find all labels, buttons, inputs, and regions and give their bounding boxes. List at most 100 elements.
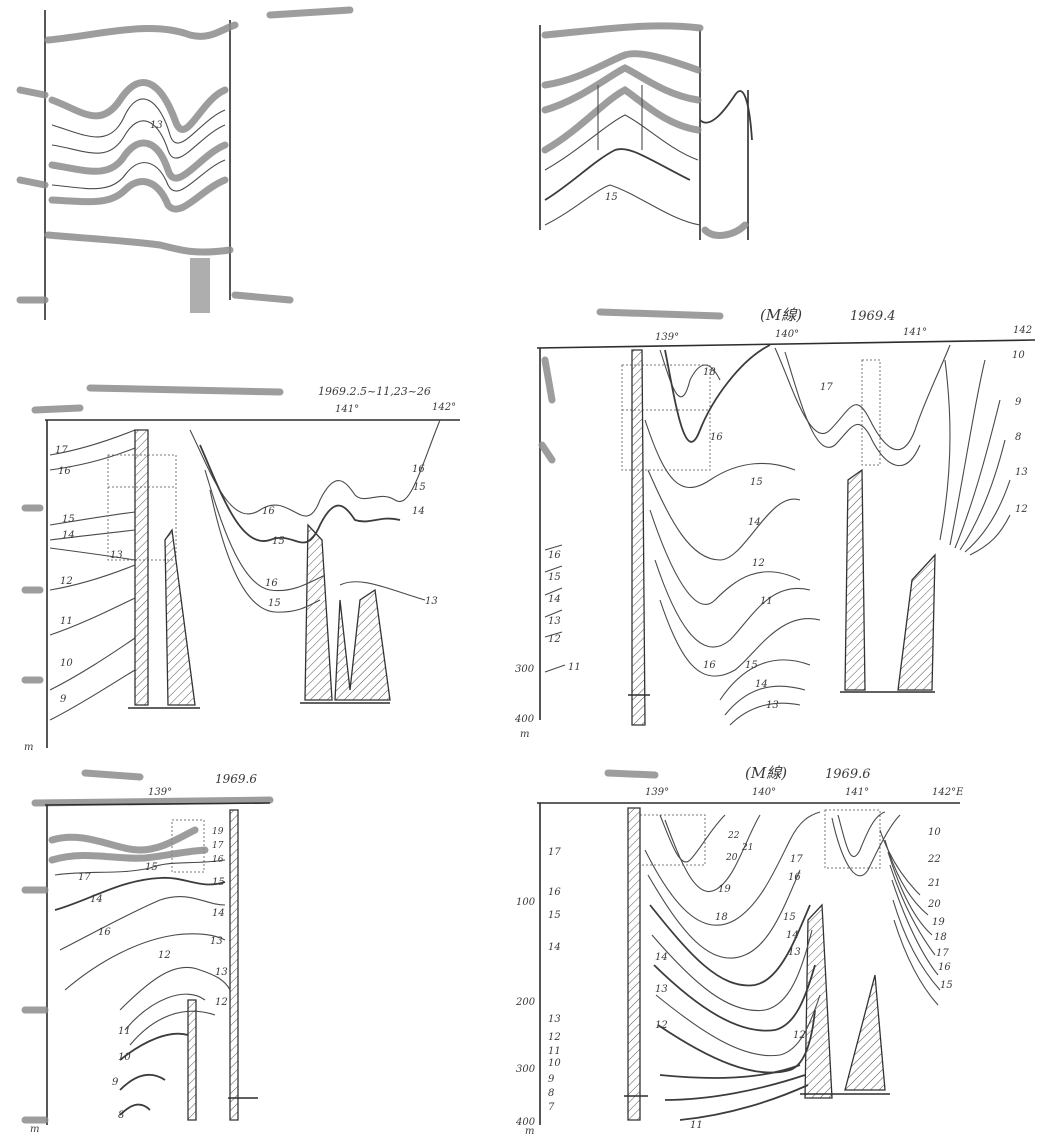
panel-d-contour-label: 16 <box>710 432 723 443</box>
panel-f-title: (M線) <box>745 764 787 782</box>
panel-c-contour-label: 16 <box>58 466 71 477</box>
panel-c-contour-label: 14 <box>62 530 75 541</box>
panel-d-depth-unit: m <box>520 729 529 740</box>
panel-e-contour-label: 13 <box>210 936 223 947</box>
panel-d-depth-tick: 400 <box>514 714 535 725</box>
panel-c-contour-label: 11 <box>60 616 73 627</box>
panel-f-contour-label: 14 <box>786 930 799 941</box>
panel-d-contour-label: 18 <box>703 367 716 378</box>
panel-f-lon-label: 140° <box>752 787 776 798</box>
panel-e-contour-label: 9 <box>112 1077 119 1088</box>
panel-c-contour-label: 12 <box>60 576 73 587</box>
panel-c-contour-label: 13 <box>425 596 438 607</box>
panel-d-lon-label: 142 <box>1013 325 1032 336</box>
panel-c-section: 1969.2.5~11,23~26 141° 142° m 17 16 15 1… <box>21 384 460 753</box>
panel-e-contour-label: 12 <box>158 950 171 961</box>
panel-d-contour-label: 8 <box>1015 432 1021 443</box>
panel-f-contour-label: 17 <box>548 847 561 858</box>
panel-e-contour-label: 19 <box>212 827 224 837</box>
panel-e-contour-label: 15 <box>145 862 158 873</box>
panel-f-contour-label: 19 <box>718 884 731 895</box>
panel-f-lon-label: 142°E <box>932 787 964 798</box>
panel-b-contour-label: 15 <box>605 192 618 203</box>
panel-d-contour-label: 10 <box>1012 350 1025 361</box>
panel-f-contour-label: 15 <box>940 980 953 991</box>
panel-b-section: 15 <box>539 22 753 240</box>
panel-f-contour-label: 15 <box>548 910 561 921</box>
panel-e-section: 1969.6 139° m 17 16 15 14 13 12 11 10 9 … <box>21 769 274 1135</box>
panel-e-station-box <box>171 819 205 873</box>
panel-e-contour-label: 16 <box>98 927 111 938</box>
panel-e-date: 1969.6 <box>215 772 257 786</box>
panel-c-date: 1969.2.5~11,23~26 <box>318 385 431 398</box>
panel-f-section: (M線) 1969.6 139° 140° 141° 142°E 100 200… <box>515 764 964 1136</box>
panel-c-contour-label: 17 <box>55 445 68 456</box>
panel-e-contour-label: 11 <box>118 1026 131 1037</box>
panel-d-contour-label: 16 <box>548 550 561 561</box>
panel-f-contour-label: 11 <box>548 1046 561 1057</box>
panel-f-depth-tick: 400 <box>515 1117 536 1128</box>
panel-e-surface-axis <box>44 802 271 806</box>
panel-f-contour-label: 12 <box>793 1030 806 1041</box>
panel-d-station-box <box>861 359 881 466</box>
panel-d-contour-label: 12 <box>1015 504 1028 515</box>
panel-f-contour-label: 18 <box>934 932 947 943</box>
panel-f-contour-label: 9 <box>548 1074 555 1085</box>
panel-d-contour-label: 9 <box>1015 397 1022 408</box>
panel-d-depth-tick: 300 <box>515 664 535 675</box>
panel-c-depth-unit: m <box>24 742 33 753</box>
panel-f-contour-label: 17 <box>790 854 803 865</box>
panel-f-contour-label: 16 <box>938 962 951 973</box>
panel-d-contour-label: 14 <box>748 517 761 528</box>
panel-e-contour-label: 16 <box>212 855 224 865</box>
panel-d-contour-label: 15 <box>750 477 763 488</box>
panel-d-contour-label: 13 <box>548 616 561 627</box>
panel-d-contour-label: 14 <box>755 679 768 690</box>
panel-d-lon-label: 139° <box>655 332 679 343</box>
panel-f-depth-unit: m <box>525 1126 534 1136</box>
panel-e-depth-unit: m <box>30 1124 39 1135</box>
panel-d-title: (M線) <box>760 306 802 324</box>
panel-f-contour-label: 16 <box>788 872 801 883</box>
panel-e-contour-label: 12 <box>215 997 228 1008</box>
panel-e-contour-label: 17 <box>78 872 91 883</box>
panel-c-contour-label: 10 <box>60 658 73 669</box>
panel-f-contour-label: 10 <box>548 1058 561 1069</box>
panel-f-depth-tick: 200 <box>515 997 536 1008</box>
panel-a-contour-label: 13 <box>150 120 163 131</box>
panel-d-contour-label: 16 <box>703 660 716 671</box>
panel-f-contour-label: 18 <box>715 912 728 923</box>
panel-e-contour-label: 8 <box>118 1110 124 1121</box>
panel-d-contour-label: 15 <box>745 660 758 671</box>
panel-e-contour-label: 10 <box>118 1052 131 1063</box>
panel-c-lon-label: 141° <box>335 404 359 415</box>
panel-f-contour-label: 8 <box>548 1088 554 1099</box>
panel-f-contour-label: 13 <box>788 947 801 958</box>
panel-f-contour-label: 14 <box>655 952 668 963</box>
panel-e-contour-label: 14 <box>90 894 103 905</box>
panel-f-station-box <box>824 809 881 869</box>
panel-f-lon-label: 141° <box>845 787 869 798</box>
panel-e-contour-label: 17 <box>212 841 224 851</box>
panel-e-lon-label: 139° <box>148 787 172 798</box>
panel-d-section: (M線) 1969.4 139° 140° 141° 142 300 400 m… <box>514 306 1036 740</box>
panel-c-contour-label: 13 <box>110 550 123 561</box>
panel-d-contour-label: 13 <box>766 700 779 711</box>
panel-f-contour-label: 19 <box>932 917 945 928</box>
panel-d-contour-label: 14 <box>548 594 561 605</box>
panel-f-contour-label: 13 <box>548 1014 561 1025</box>
panel-d-date: 1969.4 <box>850 309 896 324</box>
panel-f-depth-tick: 300 <box>516 1064 536 1075</box>
panel-d-lon-label: 140° <box>775 329 799 340</box>
panel-c-contour-label: 15 <box>272 536 285 547</box>
panel-f-contour-label: 20 <box>927 899 941 910</box>
panel-d-lon-label: 141° <box>903 327 927 338</box>
panel-c-lon-label: 142° <box>432 402 456 413</box>
panel-c-contour-label: 16 <box>262 506 275 517</box>
panel-f-date: 1969.6 <box>825 767 871 782</box>
panel-f-contour-label: 16 <box>548 887 561 898</box>
panel-f-lon-label: 139° <box>645 787 669 798</box>
panel-f-contour-label: 21 <box>927 878 941 889</box>
panel-c-contour-label: 15 <box>268 598 281 609</box>
